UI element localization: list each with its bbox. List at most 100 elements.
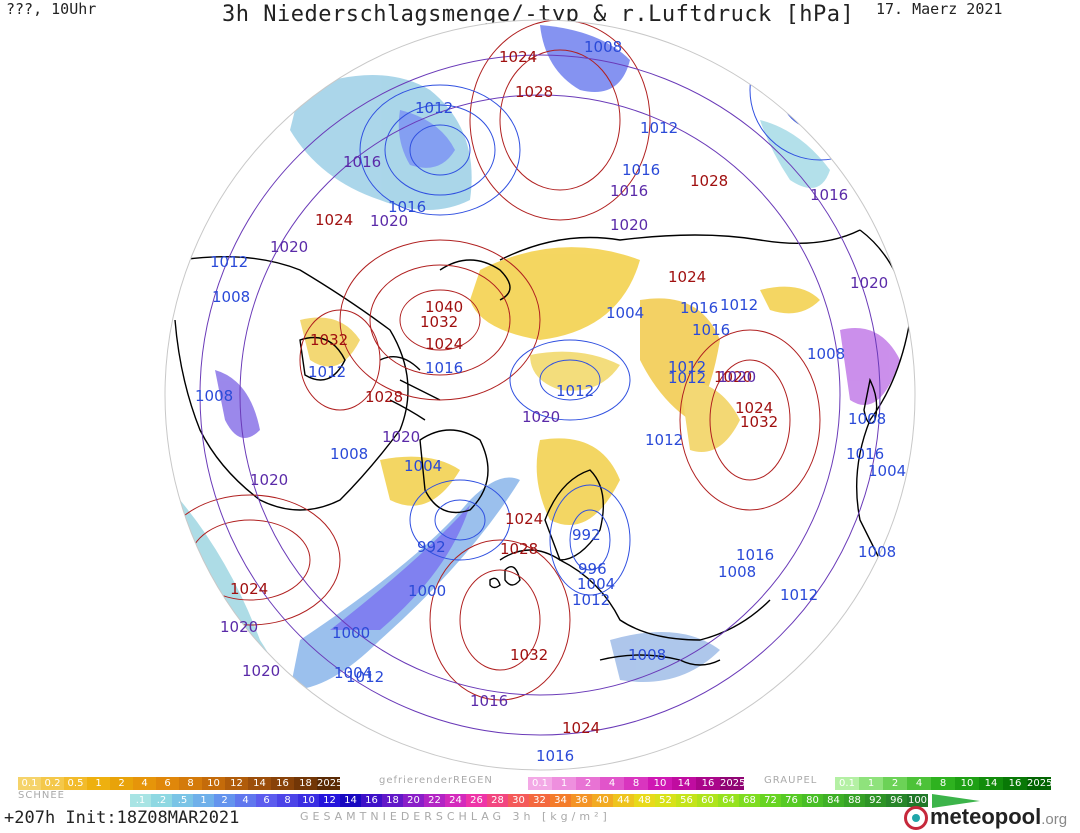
isobar-label-mid: 1020 bbox=[610, 216, 648, 234]
legend-swatch: 16 bbox=[361, 794, 382, 807]
legend-swatch: .1 bbox=[130, 794, 151, 807]
isobar-label-low: 1012 bbox=[668, 369, 706, 387]
isobar-label-low: 1012 bbox=[645, 431, 683, 449]
legend-swatch: 60 bbox=[697, 794, 718, 807]
coastline-japan bbox=[863, 377, 878, 424]
legend-total-label: GESAMTNIEDERSCHLAG 3h [kg/m²] bbox=[300, 810, 611, 823]
isobar-high-pacific-2 bbox=[469, 20, 651, 221]
legend-swatch: 26 bbox=[466, 794, 487, 807]
isobar-label-low: 1012 bbox=[572, 591, 610, 609]
isobar-label-low: 1008 bbox=[330, 445, 368, 463]
coastline-scandinavia bbox=[544, 469, 605, 561]
legend-swatch: 10 bbox=[202, 777, 225, 790]
precip-snow-arctic bbox=[530, 351, 620, 391]
isobar-low-pacific-1 bbox=[409, 124, 471, 176]
isobar-label-low: 992 bbox=[572, 526, 601, 544]
legend-swatch: 4 bbox=[600, 777, 624, 790]
legend-swatch: 30 bbox=[508, 794, 529, 807]
legend-swatch: 4 bbox=[133, 777, 156, 790]
legend-swatch: 14 bbox=[248, 777, 271, 790]
isobar-label-mid: 1016 bbox=[470, 692, 508, 710]
isobar-high-arctic-3 bbox=[339, 239, 541, 401]
legend-swatch: 0.1 bbox=[528, 777, 552, 790]
isobar-label-mid: 1016 bbox=[810, 186, 848, 204]
precip-snow-west-russia bbox=[760, 286, 820, 314]
legend-swatch: 32 bbox=[529, 794, 550, 807]
legend-swatch: 28 bbox=[487, 794, 508, 807]
legend-swatch: 44 bbox=[613, 794, 634, 807]
legend-swatch: 1 bbox=[552, 777, 576, 790]
isobar-label-low: 1008 bbox=[195, 387, 233, 405]
legend-swatch: 2 bbox=[214, 794, 235, 807]
isobar-label-low: 992 bbox=[417, 538, 446, 556]
legend-swatch: 2 bbox=[110, 777, 133, 790]
legend-swatch: 72 bbox=[760, 794, 781, 807]
isobars bbox=[165, 20, 891, 736]
isobar-labels: 1024102810281024102410401032102410321028… bbox=[195, 38, 906, 765]
legend-swatch: 52 bbox=[655, 794, 676, 807]
legend-swatch: 36 bbox=[571, 794, 592, 807]
legend-swatch: 14 bbox=[340, 794, 361, 807]
isobar-label-low: 1008 bbox=[718, 563, 756, 581]
isobar-label-high: 1028 bbox=[500, 540, 538, 558]
isobar-label-low: 1000 bbox=[408, 582, 446, 600]
legend-swatch: 34 bbox=[550, 794, 571, 807]
isobar-label-low: 1016 bbox=[388, 198, 426, 216]
isobar-label-low: 1008 bbox=[628, 646, 666, 664]
isobars-mid bbox=[199, 54, 881, 736]
isobar-label-low: 1012 bbox=[556, 382, 594, 400]
legend-swatch: 1 bbox=[87, 777, 110, 790]
isobar-label-high: 1032 bbox=[420, 313, 458, 331]
isobar-label-low: 1016 bbox=[846, 445, 884, 463]
isobar-label-high: 1032 bbox=[740, 413, 778, 431]
legend-swatch: 1 bbox=[859, 777, 883, 790]
isobar-label-high: 1040 bbox=[425, 298, 463, 316]
legend-swatch: 24 bbox=[445, 794, 466, 807]
coastline-north-america bbox=[174, 255, 409, 511]
isobar-label-low: 1012 bbox=[415, 99, 453, 117]
legend-swatch: 0.5 bbox=[64, 777, 87, 790]
legend-swatch: 100 bbox=[907, 794, 928, 807]
isobar-label-high: 1028 bbox=[690, 172, 728, 190]
isobar-low-arctic-2 bbox=[509, 339, 631, 421]
legend-swatch: 16 bbox=[271, 777, 294, 790]
coastline-alaska bbox=[439, 259, 511, 301]
legend-total-arrow bbox=[932, 794, 980, 808]
meteopool-logo[interactable]: meteopool.org bbox=[904, 804, 1067, 831]
isobar-label-low: 1016 bbox=[622, 161, 660, 179]
legend-swatch: 8 bbox=[277, 794, 298, 807]
legend-swatch: .2 bbox=[151, 794, 172, 807]
legend-swatch: 8 bbox=[624, 777, 648, 790]
legend-swatch: 64 bbox=[718, 794, 739, 807]
isobar-low-pacific-3 bbox=[359, 84, 521, 216]
isobar-low-atlantic-1 bbox=[434, 499, 486, 541]
legend-swatch: 16 bbox=[1003, 777, 1027, 790]
isobar-label-low: 1004 bbox=[577, 575, 615, 593]
isobar-label-mid: 1020 bbox=[270, 238, 308, 256]
isobar-label-mid: 1020 bbox=[250, 471, 288, 489]
isobar-label-low: 1012 bbox=[720, 296, 758, 314]
isobars-high bbox=[165, 20, 821, 701]
isobar-label-low: 1012 bbox=[308, 363, 346, 381]
isobar-high-pacific-1 bbox=[499, 49, 621, 191]
legend-swatch: 8 bbox=[931, 777, 955, 790]
isobar-high-europe-1 bbox=[459, 569, 541, 671]
brand-name: meteopool bbox=[930, 804, 1042, 829]
isobar-high-siberia-2 bbox=[679, 329, 821, 511]
isobar-low-scandinavia-2 bbox=[549, 484, 631, 596]
legend-swatch: 80 bbox=[802, 794, 823, 807]
isobar-label-low: 1000 bbox=[332, 624, 370, 642]
isobar-label-high: 1024 bbox=[668, 268, 706, 286]
isobar-high-arctic-2 bbox=[369, 264, 511, 376]
map-disc bbox=[165, 20, 915, 770]
isobar-label-low: 1004 bbox=[868, 462, 906, 480]
legend-snow-label: SCHNEE bbox=[18, 790, 65, 801]
isobar-high-europe-2 bbox=[429, 539, 571, 701]
precip-snow-siberia bbox=[470, 247, 640, 340]
isobar-label-low: 1004 bbox=[404, 457, 442, 475]
legend-swatch: 2025+ bbox=[1027, 777, 1051, 790]
legend-freezing-label: gefrierenderREGEN bbox=[379, 775, 493, 786]
legend-swatch: 12 bbox=[319, 794, 340, 807]
